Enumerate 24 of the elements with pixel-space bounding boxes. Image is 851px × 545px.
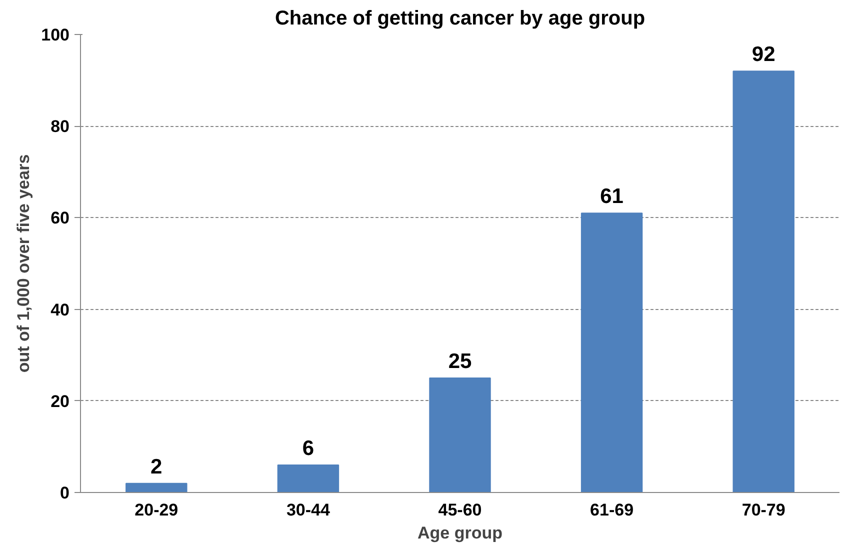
x-tick-label: 45-60 [438,500,482,520]
y-tick-label: 60 [50,208,70,228]
data-label: 2 [150,455,162,478]
x-tick-label: 20-29 [134,500,178,520]
data-label: 92 [752,43,776,66]
data-label: 6 [302,437,314,460]
data-label: 61 [600,185,624,208]
x-axis-title: Age group [418,524,503,542]
x-tick-label: 30-44 [286,500,330,520]
bar [580,212,643,492]
x-tick-label: 61-69 [590,500,634,520]
data-label: 25 [448,350,472,373]
y-tick-label: 100 [41,26,70,44]
x-tick-label: 70-79 [742,500,786,520]
y-tick-label: 0 [60,484,70,502]
bar [429,378,491,492]
y-axis-title: out of 1,000 over five years [14,154,34,373]
bar [732,70,794,492]
y-tick-label: 20 [50,392,70,411]
chart-title: Chance of getting cancer by age group [274,8,646,30]
y-tick-label: 80 [50,117,70,136]
bar [277,464,340,492]
y-tick-label: 40 [50,300,70,320]
bar [126,482,188,492]
